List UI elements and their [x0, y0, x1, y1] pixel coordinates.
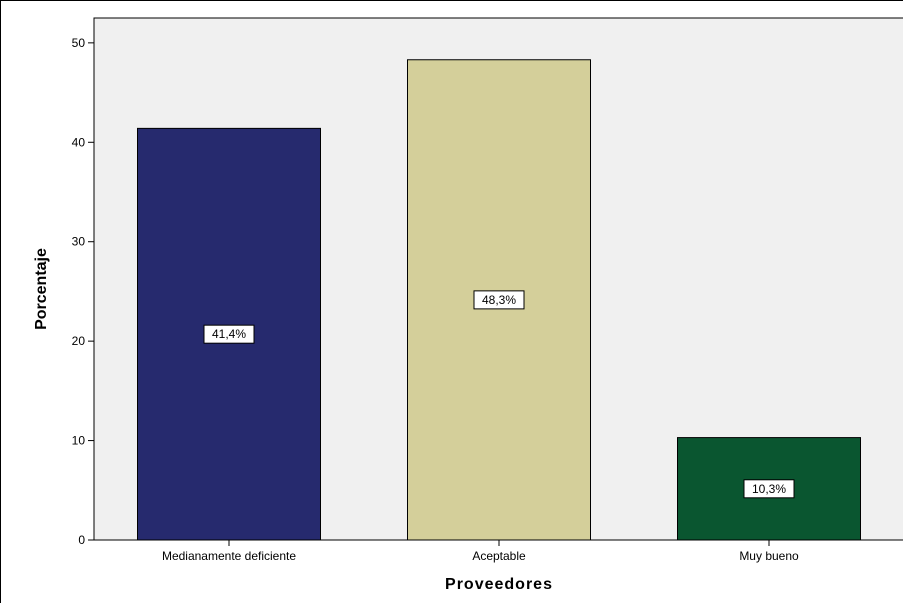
y-tick-label: 0	[78, 533, 85, 547]
data-label: 41,4%	[203, 324, 255, 344]
y-tick-label: 20	[72, 334, 86, 348]
data-labels: 41,4% 48,3% 10,3%	[203, 290, 795, 499]
data-label-box	[743, 479, 795, 499]
data-label: 48,3%	[473, 290, 525, 310]
x-axis: Medianamente deficiente Aceptable Muy buen…	[162, 540, 799, 563]
y-tick-label: 30	[72, 235, 86, 249]
bars	[137, 59, 861, 541]
data-label: 10,3%	[743, 479, 795, 499]
x-axis-title: Proveedores	[445, 576, 553, 593]
x-tick-label: Muy bueno	[739, 549, 799, 563]
data-label-text: 48,3%	[482, 293, 516, 307]
y-axis: 0 10 20 30 40 50	[72, 36, 94, 547]
y-tick-label: 40	[72, 135, 86, 149]
data-label-text: 41,4%	[212, 327, 246, 341]
data-label-box	[203, 324, 255, 344]
y-axis-title: Porcentaje	[33, 248, 50, 330]
y-tick-label: 50	[72, 36, 86, 50]
data-label-text: 10,3%	[752, 482, 786, 496]
y-tick-label: 10	[72, 434, 86, 448]
x-tick-label: Medianamente deficiente	[162, 549, 296, 563]
data-label-box	[473, 290, 525, 310]
x-tick-label: Aceptable	[472, 549, 526, 563]
